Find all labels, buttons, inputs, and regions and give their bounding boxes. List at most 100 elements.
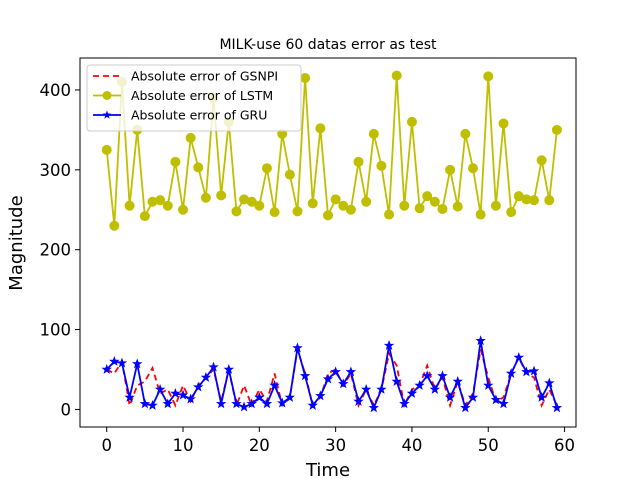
data-point <box>421 370 433 381</box>
data-point <box>162 200 173 211</box>
data-point <box>399 200 410 211</box>
data-point <box>124 200 135 211</box>
data-point <box>475 209 486 220</box>
data-point <box>254 200 265 211</box>
data-point <box>513 352 524 362</box>
data-point <box>139 211 150 222</box>
data-point <box>254 391 265 402</box>
data-point <box>445 164 456 175</box>
series-line <box>106 349 558 409</box>
data-point <box>231 398 242 409</box>
data-point <box>391 70 402 81</box>
data-point <box>261 398 273 409</box>
data-point <box>193 162 204 173</box>
data-point <box>452 375 463 386</box>
legend-box <box>86 64 302 132</box>
x-tick-label: 30 <box>325 436 346 455</box>
data-point <box>200 372 212 382</box>
data-point <box>101 364 112 374</box>
data-point <box>139 398 151 409</box>
data-point <box>277 397 288 408</box>
data-point <box>383 340 395 350</box>
x-tick-label: 0 <box>101 436 112 455</box>
data-point <box>498 398 509 409</box>
data-point <box>292 342 303 353</box>
data-point <box>467 163 478 174</box>
data-point <box>414 203 425 214</box>
data-point <box>551 402 563 413</box>
data-point <box>261 163 272 174</box>
data-point <box>528 365 540 376</box>
x-tick-label: 10 <box>173 436 194 455</box>
legend-entry-1: Absolute error of LSTM <box>93 88 273 103</box>
data-point <box>154 383 166 394</box>
data-point <box>185 132 196 143</box>
data-point <box>437 203 448 214</box>
data-point <box>399 398 410 409</box>
data-point <box>467 391 479 402</box>
data-point <box>178 204 189 215</box>
y-tick-label: 200 <box>40 241 72 260</box>
data-point <box>215 398 227 409</box>
y-tick-label: 100 <box>40 321 72 340</box>
data-point <box>384 209 395 220</box>
legend-label: Absolute error of GSNPI <box>131 69 278 84</box>
data-point <box>292 206 303 217</box>
data-point <box>246 196 257 207</box>
data-point <box>231 206 242 217</box>
legend: Absolute error of GSNPI Absolute error of… <box>86 64 302 132</box>
data-point <box>460 128 471 139</box>
data-point <box>505 368 517 378</box>
legend-marker <box>102 91 112 100</box>
data-point <box>475 335 486 346</box>
data-point <box>330 366 341 377</box>
data-point <box>170 156 181 167</box>
data-point <box>284 169 295 180</box>
data-point <box>376 160 387 171</box>
x-axis-label: Time <box>305 460 350 480</box>
series-line <box>106 340 558 411</box>
legend-marker <box>102 110 112 119</box>
data-point <box>345 204 356 215</box>
data-point <box>544 195 555 206</box>
plot-frame <box>79 57 577 428</box>
data-point <box>406 387 418 398</box>
legend-label: Absolute error of GRU <box>131 108 267 123</box>
data-point <box>109 220 120 231</box>
data-point <box>109 356 120 366</box>
data-point <box>460 402 471 413</box>
series-line <box>105 75 558 226</box>
data-point <box>185 393 196 404</box>
data-point <box>162 398 173 409</box>
data-point <box>124 391 135 402</box>
data-point <box>116 357 128 368</box>
data-point <box>147 399 158 410</box>
data-point <box>483 71 494 82</box>
data-point <box>536 155 547 166</box>
data-point <box>376 383 387 394</box>
data-point <box>315 123 326 134</box>
data-point <box>345 366 357 377</box>
y-tick-label: 300 <box>40 161 72 180</box>
data-point <box>353 395 364 406</box>
data-point <box>323 210 333 221</box>
data-point <box>338 200 349 211</box>
data-point <box>269 379 280 390</box>
data-point <box>483 379 494 390</box>
x-tick-label: 50 <box>478 436 499 455</box>
legend-entry-0: Absolute error of GSNPI <box>93 69 278 84</box>
data-point <box>406 116 417 127</box>
legend-label: Absolute error of LSTM <box>131 88 273 103</box>
data-point <box>353 156 364 167</box>
data-point <box>177 389 189 400</box>
series-2 <box>101 335 563 413</box>
data-point <box>429 196 440 207</box>
series-0 <box>106 349 558 409</box>
x-tick-label: 60 <box>554 436 575 455</box>
data-point <box>284 391 296 402</box>
data-point <box>498 118 509 129</box>
x-axis: 0 10 20 30 40 50 60 <box>101 427 575 455</box>
data-point <box>300 72 311 83</box>
y-tick-label: 0 <box>61 400 72 419</box>
data-point <box>200 192 211 203</box>
